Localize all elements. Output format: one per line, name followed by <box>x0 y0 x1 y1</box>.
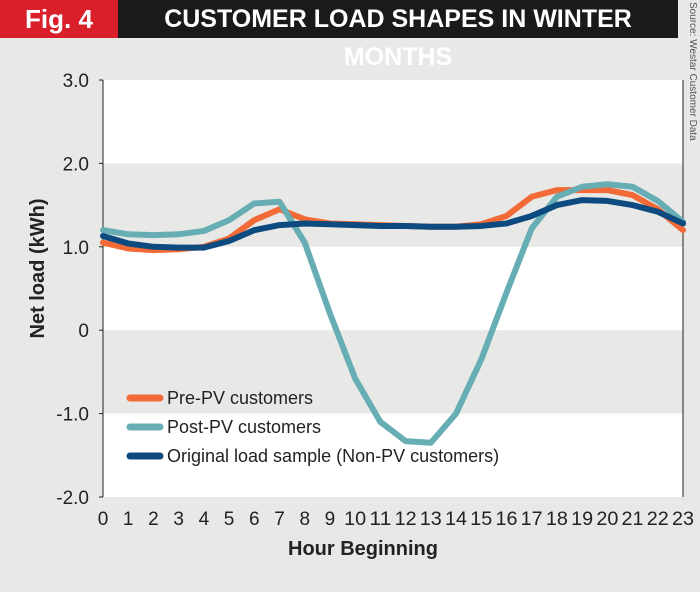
x-tick-label: 5 <box>224 509 235 530</box>
y-tick-label: 1.0 <box>63 238 89 259</box>
x-tick-label: 7 <box>274 509 285 530</box>
x-tick-label: 16 <box>495 509 517 530</box>
series-line-2 <box>100 181 686 446</box>
x-tick-label: 14 <box>445 509 467 530</box>
legend-label-1: Pre-PV customers <box>167 388 313 408</box>
x-tick-label: 3 <box>173 509 184 530</box>
series-line-3 <box>100 197 686 251</box>
x-tick-label: 20 <box>596 509 618 530</box>
x-tick-label: 2 <box>148 509 159 530</box>
x-tick-label: 13 <box>420 509 442 530</box>
x-axis-label: Hour Beginning <box>288 538 438 560</box>
x-tick-label: 0 <box>98 509 109 530</box>
x-tick-label: 23 <box>672 509 694 530</box>
x-tick-label: 1 <box>123 509 134 530</box>
x-tick-label: 19 <box>571 509 593 530</box>
legend-label-3: Original load sample (Non-PV customers) <box>167 446 499 466</box>
x-tick-label: 8 <box>299 509 310 530</box>
x-tick-label: 10 <box>344 509 366 530</box>
y-tick-label: -1.0 <box>56 405 89 426</box>
y-tick-label: 0 <box>78 321 89 342</box>
y-axis-label: Net load (kWh) <box>27 199 49 339</box>
y-tick-label: 3.0 <box>63 71 89 92</box>
y-tick-label: -2.0 <box>56 488 89 509</box>
x-tick-label: 12 <box>395 509 417 530</box>
x-tick-label: 17 <box>521 509 543 530</box>
x-tick-label: 15 <box>470 509 492 530</box>
y-tick-label: 2.0 <box>63 154 89 175</box>
chart-title: Customer Load Shapes in Winter Months <box>118 0 678 71</box>
x-tick-label: 6 <box>249 509 260 530</box>
x-tick-label: 18 <box>546 509 568 530</box>
source-note: Source: Westar Customer Data <box>687 2 698 141</box>
x-tick-label: 21 <box>622 509 644 530</box>
x-tick-label: 4 <box>199 509 210 530</box>
x-tick-label: 9 <box>325 509 336 530</box>
x-tick-label: 11 <box>369 509 391 530</box>
plot-area <box>103 80 683 497</box>
legend-label-2: Post-PV customers <box>167 417 321 437</box>
figure-label: Fig. 4 <box>0 0 118 38</box>
gridband <box>103 330 683 414</box>
x-tick-label: 22 <box>647 509 669 530</box>
